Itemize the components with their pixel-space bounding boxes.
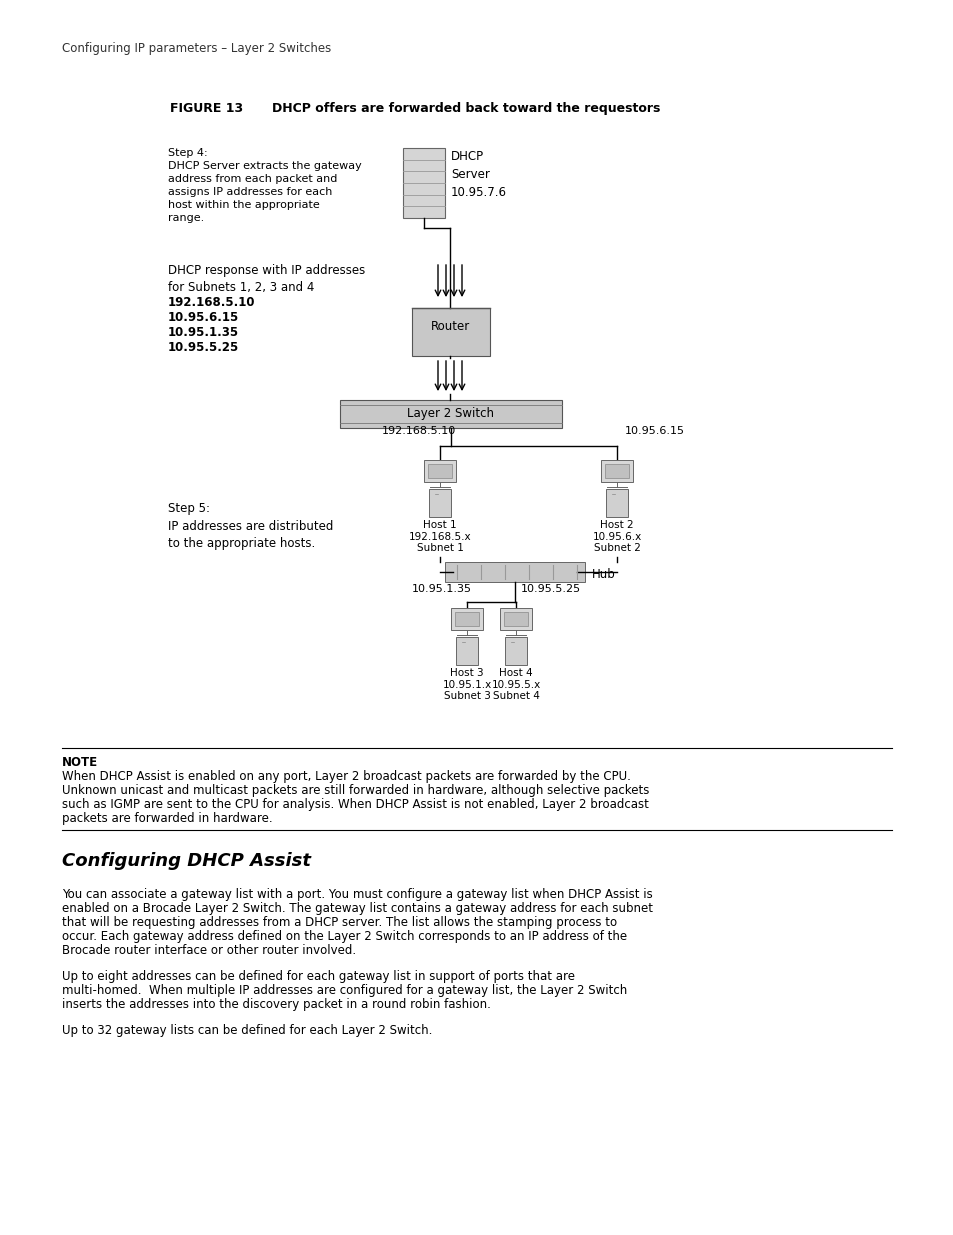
Text: DHCP
Server
10.95.7.6: DHCP Server 10.95.7.6 (451, 149, 506, 199)
Text: 10.95.5.x: 10.95.5.x (491, 680, 540, 690)
Text: address from each packet and: address from each packet and (168, 174, 337, 184)
Text: Hub: Hub (592, 568, 615, 580)
Text: Host 3: Host 3 (450, 668, 483, 678)
Text: assigns IP addresses for each: assigns IP addresses for each (168, 186, 332, 198)
FancyBboxPatch shape (503, 613, 527, 626)
Text: Up to eight addresses can be defined for each gateway list in support of ports t: Up to eight addresses can be defined for… (62, 969, 575, 983)
Text: such as IGMP are sent to the CPU for analysis. When DHCP Assist is not enabled, : such as IGMP are sent to the CPU for ana… (62, 798, 648, 811)
Text: Subnet 2: Subnet 2 (593, 543, 639, 553)
Text: 10.95.6.15: 10.95.6.15 (168, 311, 239, 324)
Text: Step 5:
IP addresses are distributed
to the appropriate hosts.: Step 5: IP addresses are distributed to … (168, 501, 333, 550)
Text: Host 1: Host 1 (423, 520, 456, 530)
Text: Subnet 3: Subnet 3 (443, 692, 490, 701)
Text: DHCP Server extracts the gateway: DHCP Server extracts the gateway (168, 161, 361, 170)
Text: Step 4:: Step 4: (168, 148, 208, 158)
Text: DHCP offers are forwarded back toward the requestors: DHCP offers are forwarded back toward th… (272, 103, 659, 115)
Text: FIGURE 13: FIGURE 13 (170, 103, 243, 115)
FancyBboxPatch shape (504, 637, 526, 664)
FancyBboxPatch shape (428, 464, 452, 478)
Text: that will be requesting addresses from a DHCP server. The list allows the stampi: that will be requesting addresses from a… (62, 916, 617, 929)
FancyBboxPatch shape (451, 608, 482, 630)
Text: multi-homed.  When multiple IP addresses are configured for a gateway list, the : multi-homed. When multiple IP addresses … (62, 984, 626, 997)
FancyBboxPatch shape (339, 400, 561, 429)
Text: 10.95.1.35: 10.95.1.35 (168, 326, 239, 338)
FancyBboxPatch shape (456, 637, 477, 664)
FancyBboxPatch shape (423, 459, 456, 482)
FancyBboxPatch shape (499, 608, 532, 630)
Text: host within the appropriate: host within the appropriate (168, 200, 319, 210)
FancyBboxPatch shape (604, 464, 628, 478)
Text: Host 4: Host 4 (498, 668, 533, 678)
Text: Host 2: Host 2 (599, 520, 633, 530)
Text: range.: range. (168, 212, 204, 224)
Text: 10.95.6.15: 10.95.6.15 (624, 426, 684, 436)
Text: You can associate a gateway list with a port. You must configure a gateway list : You can associate a gateway list with a … (62, 888, 652, 902)
Text: Router: Router (431, 321, 470, 333)
Text: 192.168.5.10: 192.168.5.10 (381, 426, 456, 436)
Text: 10.95.1.x: 10.95.1.x (442, 680, 491, 690)
FancyBboxPatch shape (600, 459, 633, 482)
Text: Configuring IP parameters – Layer 2 Switches: Configuring IP parameters – Layer 2 Swit… (62, 42, 331, 56)
FancyBboxPatch shape (605, 489, 627, 517)
FancyBboxPatch shape (455, 613, 478, 626)
Text: Brocade router interface or other router involved.: Brocade router interface or other router… (62, 944, 355, 957)
Text: DHCP response with IP addresses
for Subnets 1, 2, 3 and 4: DHCP response with IP addresses for Subn… (168, 264, 365, 294)
FancyBboxPatch shape (444, 562, 584, 582)
Text: When DHCP Assist is enabled on any port, Layer 2 broadcast packets are forwarded: When DHCP Assist is enabled on any port,… (62, 769, 630, 783)
Text: enabled on a Brocade Layer 2 Switch. The gateway list contains a gateway address: enabled on a Brocade Layer 2 Switch. The… (62, 902, 652, 915)
Text: Unknown unicast and multicast packets are still forwarded in hardware, although : Unknown unicast and multicast packets ar… (62, 784, 649, 797)
Text: Subnet 1: Subnet 1 (416, 543, 463, 553)
Text: 10.95.1.35: 10.95.1.35 (412, 584, 472, 594)
FancyBboxPatch shape (412, 308, 490, 356)
Text: 10.95.5.25: 10.95.5.25 (520, 584, 580, 594)
Text: 10.95.5.25: 10.95.5.25 (168, 341, 239, 354)
Text: occur. Each gateway address defined on the Layer 2 Switch corresponds to an IP a: occur. Each gateway address defined on t… (62, 930, 626, 944)
FancyBboxPatch shape (402, 148, 444, 219)
Text: 10.95.6.x: 10.95.6.x (592, 532, 641, 542)
Text: NOTE: NOTE (62, 756, 98, 769)
Text: Subnet 4: Subnet 4 (492, 692, 538, 701)
Text: packets are forwarded in hardware.: packets are forwarded in hardware. (62, 811, 273, 825)
Text: 192.168.5.10: 192.168.5.10 (168, 296, 255, 309)
Text: inserts the addresses into the discovery packet in a round robin fashion.: inserts the addresses into the discovery… (62, 998, 491, 1011)
Text: Up to 32 gateway lists can be defined for each Layer 2 Switch.: Up to 32 gateway lists can be defined fo… (62, 1024, 432, 1037)
Text: Layer 2 Switch: Layer 2 Switch (407, 408, 494, 420)
FancyBboxPatch shape (429, 489, 451, 517)
Text: Configuring DHCP Assist: Configuring DHCP Assist (62, 852, 311, 869)
Text: 192.168.5.x: 192.168.5.x (408, 532, 471, 542)
